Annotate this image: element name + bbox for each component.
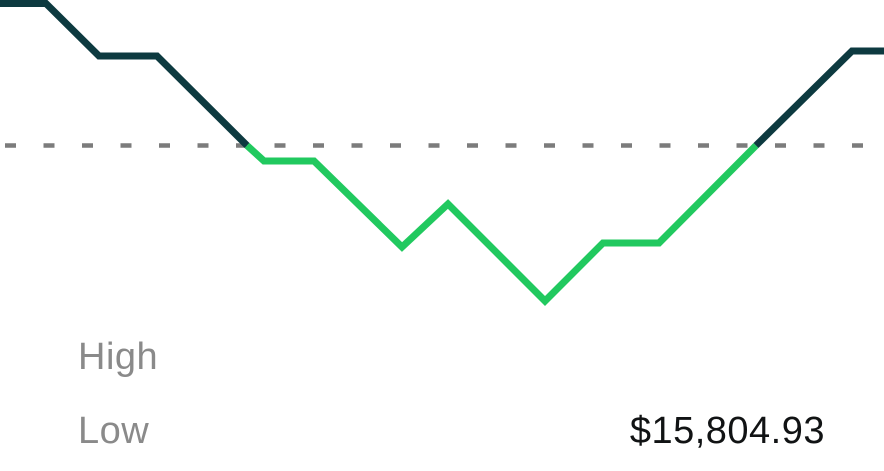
line-above-threshold-left <box>0 0 250 148</box>
line-above-threshold-right <box>753 47 884 148</box>
low-label: Low <box>78 410 150 452</box>
high-label: High <box>78 336 159 378</box>
line-below-threshold <box>244 142 759 306</box>
low-value: $15,804.93 <box>629 410 825 452</box>
price-sparkline-chart <box>0 0 884 306</box>
